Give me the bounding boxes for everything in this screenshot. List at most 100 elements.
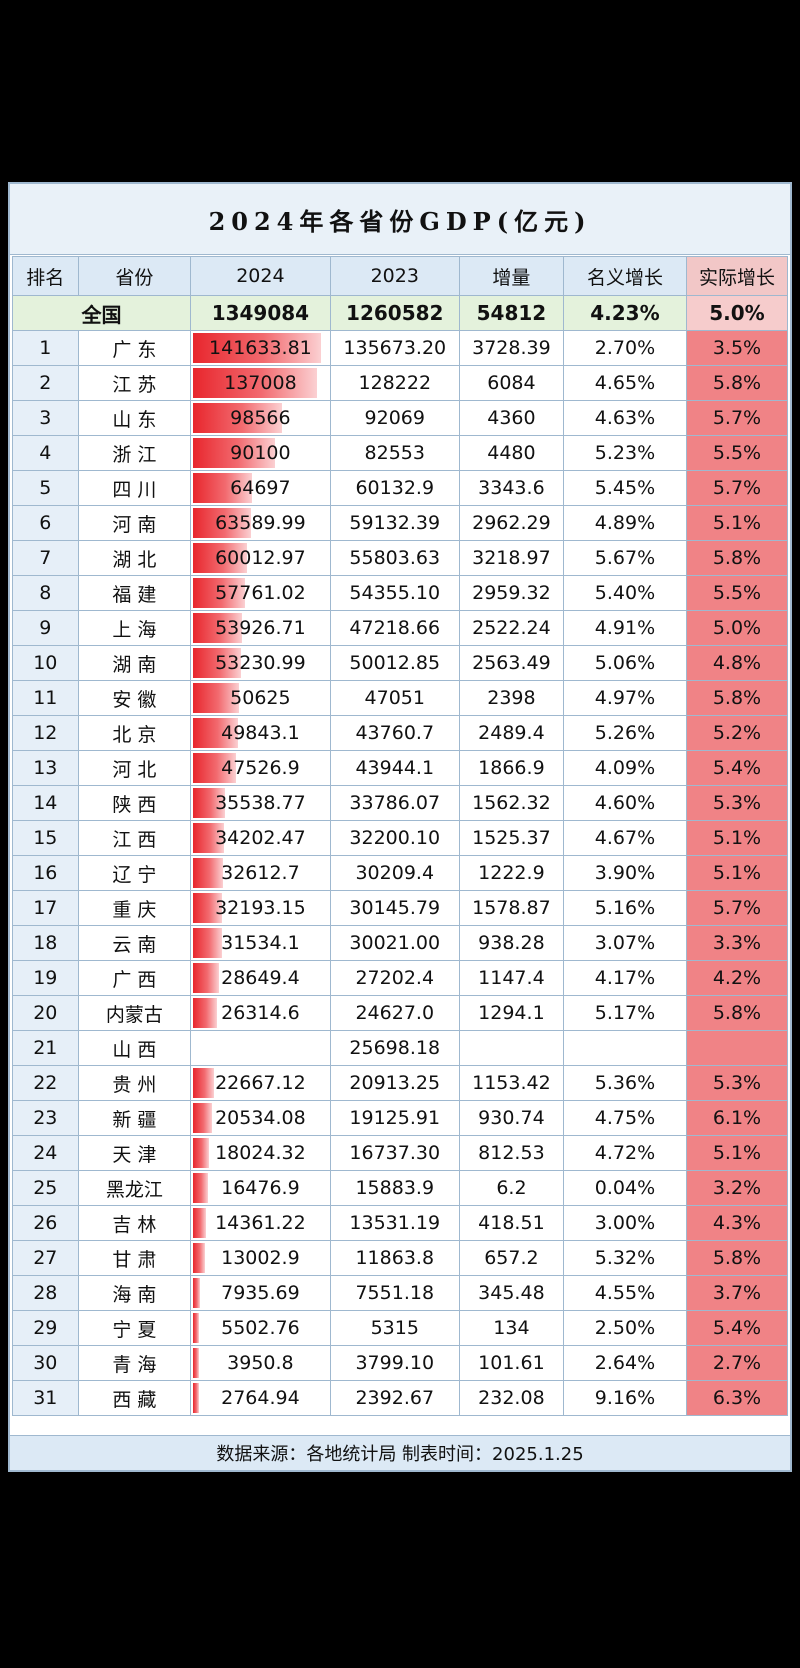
gdp-bar [193, 1348, 200, 1378]
increment-cell: 1562.32 [458, 785, 565, 821]
gdp-2024-cell: 98566 [190, 400, 331, 436]
gdp-2023-cell: 33786.07 [329, 785, 460, 821]
gdp-bar [193, 1208, 207, 1238]
rank-cell: 21 [12, 1030, 79, 1066]
gdp-bar [193, 683, 239, 713]
increment-cell: 134 [458, 1310, 565, 1346]
gdp-2024-value: 20534.08 [215, 1107, 306, 1129]
gdp-2024-cell: 34202.47 [190, 820, 331, 856]
real-growth-cell [685, 1030, 789, 1066]
increment-cell: 2489.4 [458, 715, 565, 751]
header-real-growth: 实际增长 [685, 256, 789, 296]
rank-cell: 23 [12, 1100, 79, 1136]
gdp-2023-cell: 135673.20 [329, 330, 460, 366]
gdp-2023-cell: 32200.10 [329, 820, 460, 856]
rank-cell: 17 [12, 890, 79, 926]
gdp-2024-value: 28649.4 [221, 967, 300, 989]
rank-cell: 2 [12, 365, 79, 401]
gdp-2024-cell: 18024.32 [190, 1135, 331, 1171]
header-row: 排名 省份 2024 2023 增量 名义增长 实际增长 [12, 256, 789, 296]
nominal-growth-cell: 4.91% [563, 610, 687, 646]
increment-cell: 2398 [458, 680, 565, 716]
gdp-2023-cell: 25698.18 [329, 1030, 460, 1066]
rank-cell: 19 [12, 960, 79, 996]
rank-cell: 22 [12, 1065, 79, 1101]
rank-cell: 5 [12, 470, 79, 506]
rank-cell: 29 [12, 1310, 79, 1346]
nominal-growth-cell: 4.89% [563, 505, 687, 541]
gdp-2023-cell: 27202.4 [329, 960, 460, 996]
national-row: 全国 1349084 1260582 54812 4.23% 5.0% [11, 295, 789, 331]
rank-cell: 13 [12, 750, 79, 786]
gdp-bar [193, 403, 283, 433]
real-growth-cell: 4.2% [685, 960, 789, 996]
rank-cell: 30 [12, 1345, 79, 1381]
province-cell: 甘 肃 [77, 1240, 192, 1276]
province-cell: 上 海 [77, 610, 192, 646]
real-growth-cell: 5.3% [685, 1065, 789, 1101]
nominal-growth-cell: 4.67% [563, 820, 687, 856]
gdp-2023-cell: 19125.91 [329, 1100, 460, 1136]
province-cell: 四 川 [77, 470, 192, 506]
real-growth-cell: 5.2% [685, 715, 789, 751]
real-growth-cell: 5.1% [685, 1135, 789, 1171]
real-growth-cell: 4.8% [685, 645, 789, 681]
increment-cell: 3343.6 [458, 470, 565, 506]
gdp-bar [193, 928, 222, 958]
province-cell: 山 西 [77, 1030, 192, 1066]
increment-cell: 938.28 [458, 925, 565, 961]
nominal-growth-cell: 5.17% [563, 995, 687, 1031]
national-nominal-growth: 4.23% [563, 295, 687, 331]
rank-cell: 18 [12, 925, 79, 961]
gdp-2023-cell: 30145.79 [329, 890, 460, 926]
gdp-2024-cell: 31534.1 [190, 925, 331, 961]
gdp-bar [193, 998, 217, 1028]
nominal-growth-cell: 9.16% [563, 1380, 687, 1416]
gdp-bar [193, 543, 248, 573]
gdp-2024-value: 57761.02 [215, 582, 306, 604]
gdp-2023-cell: 30209.4 [329, 855, 460, 891]
gdp-bar [193, 438, 275, 468]
gdp-2024-cell: 13002.9 [190, 1240, 331, 1276]
gdp-2023-cell: 92069 [329, 400, 460, 436]
increment-cell: 418.51 [458, 1205, 565, 1241]
table-row: 28 海 南 7935.69 7551.18 345.48 4.55% 3.7% [12, 1275, 789, 1311]
increment-cell: 101.61 [458, 1345, 565, 1381]
province-cell: 北 京 [77, 715, 192, 751]
table-row: 23 新 疆 20534.08 19125.91 930.74 4.75% 6.1% [12, 1100, 789, 1136]
increment-cell: 1147.4 [458, 960, 565, 996]
table-row: 25 黑龙江 16476.9 15883.9 6.2 0.04% 3.2% [12, 1170, 789, 1206]
increment-cell: 930.74 [458, 1100, 565, 1136]
national-increment: 54812 [458, 295, 565, 331]
rank-cell: 14 [12, 785, 79, 821]
gdp-2024-cell: 63589.99 [190, 505, 331, 541]
gdp-2024-value: 60012.97 [215, 547, 306, 569]
gdp-2024-cell: 20534.08 [190, 1100, 331, 1136]
gdp-2024-value: 35538.77 [215, 792, 306, 814]
nominal-growth-cell: 5.16% [563, 890, 687, 926]
rank-cell: 20 [12, 995, 79, 1031]
rank-cell: 25 [12, 1170, 79, 1206]
table-row: 30 青 海 3950.8 3799.10 101.61 2.64% 2.7% [12, 1345, 789, 1381]
table-row: 13 河 北 47526.9 43944.1 1866.9 4.09% 5.4% [12, 750, 789, 786]
gdp-table: 排名 省份 2024 2023 增量 名义增长 实际增长 全国 1349084 … [11, 256, 789, 1416]
rank-cell: 15 [12, 820, 79, 856]
table-row: 14 陕 西 35538.77 33786.07 1562.32 4.60% 5.3% [12, 785, 789, 821]
increment-cell: 1578.87 [458, 890, 565, 926]
real-growth-cell: 5.7% [685, 400, 789, 436]
table-row: 15 江 西 34202.47 32200.10 1525.37 4.67% 5.1% [12, 820, 789, 856]
gdp-2024-cell: 16476.9 [190, 1170, 331, 1206]
nominal-growth-cell: 5.06% [563, 645, 687, 681]
gdp-2024-cell: 90100 [190, 435, 331, 471]
gdp-2024-cell: 53926.71 [190, 610, 331, 646]
gdp-2024-value: 141633.81 [209, 337, 312, 359]
gdp-2023-cell: 55803.63 [329, 540, 460, 576]
province-cell: 安 徽 [77, 680, 192, 716]
province-cell: 河 北 [77, 750, 192, 786]
province-cell: 山 东 [77, 400, 192, 436]
province-cell: 江 苏 [77, 365, 192, 401]
real-growth-cell: 5.8% [685, 995, 789, 1031]
gdp-bar [193, 368, 317, 398]
